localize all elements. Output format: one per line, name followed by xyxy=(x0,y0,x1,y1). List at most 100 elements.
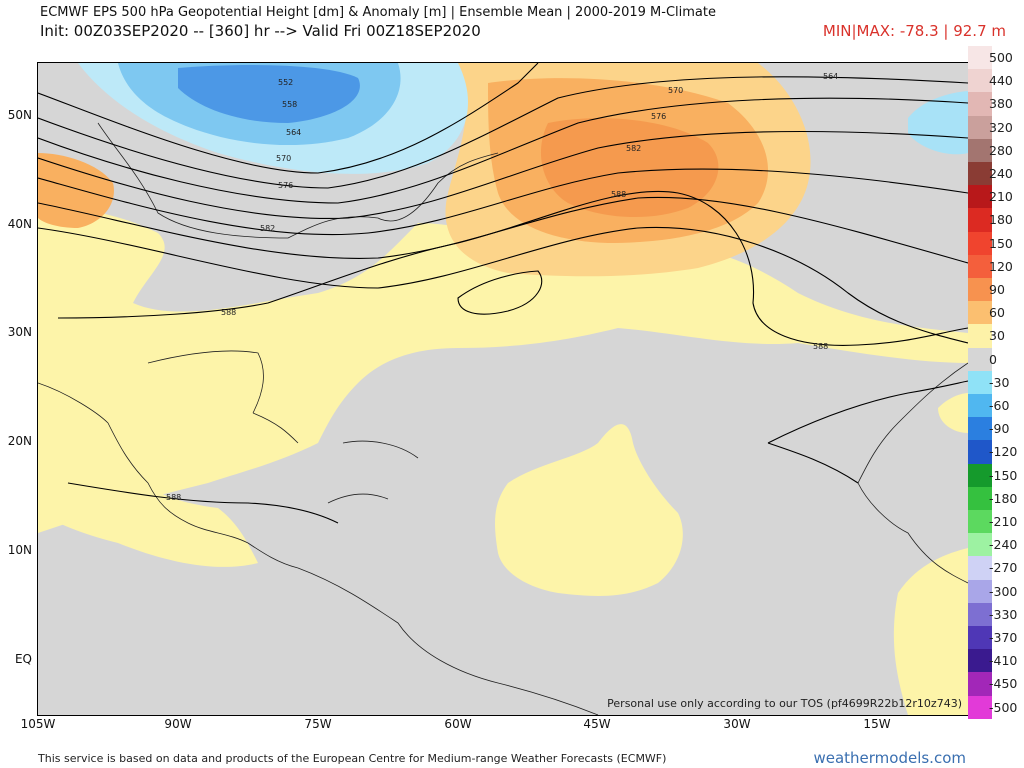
positive-anomaly-mexico xyxy=(38,383,258,567)
colorbar-label: 180 xyxy=(989,212,1013,228)
colorbar-segment xyxy=(968,278,992,302)
colorbar-segment xyxy=(968,486,992,510)
lat-label-30n: 30N xyxy=(7,325,32,339)
colorbar-segment xyxy=(968,649,992,673)
contour-label: 588 xyxy=(813,342,828,351)
colorbar-segment xyxy=(968,254,992,278)
colorbar-segment xyxy=(968,231,992,255)
colorbar-segment xyxy=(968,556,992,580)
lon-label-60w: 60W xyxy=(444,717,472,731)
colorbar-segment xyxy=(968,301,992,325)
contour-label: 576 xyxy=(651,112,666,121)
colorbar-segment xyxy=(968,324,992,348)
colorbar-segment xyxy=(968,46,992,70)
colorbar-segment xyxy=(968,672,992,696)
colorbar-segment xyxy=(968,695,992,719)
contour-label: 582 xyxy=(260,224,275,233)
positive-anomaly-east-africa-small xyxy=(938,393,968,433)
colorbar-label: -210 xyxy=(989,514,1018,529)
colorbar-segment xyxy=(968,185,992,209)
contour-label: 588 xyxy=(611,190,626,199)
colorbar-segment xyxy=(968,347,992,371)
contour-label: 558 xyxy=(282,100,297,109)
init-valid-line: Init: 00Z03SEP2020 -- [360] hr --> Valid… xyxy=(40,22,481,40)
map-canvas: 552 558 564 570 576 582 564 570 576 582 … xyxy=(38,63,968,715)
coastlines xyxy=(38,122,968,715)
colorbar-segment xyxy=(968,69,992,93)
contour-label: 576 xyxy=(278,181,293,190)
colorbar-segment xyxy=(968,162,992,186)
colorbar-segment xyxy=(968,370,992,394)
contour-label: 570 xyxy=(668,86,683,95)
colorbar-label: 500 xyxy=(989,50,1013,65)
contour-label: 564 xyxy=(286,128,301,137)
lat-label-50n: 50N xyxy=(7,108,32,122)
positive-anomaly-west-africa xyxy=(893,548,968,715)
contour-label: 588 xyxy=(221,308,236,317)
contour-label: 588 xyxy=(166,493,181,502)
colorbar-segment xyxy=(968,394,992,418)
lat-label-eq: EQ xyxy=(14,652,32,666)
colorbar-label: 150 xyxy=(989,235,1013,251)
colorbar-label: -450 xyxy=(989,676,1018,692)
lon-label-45w: 45W xyxy=(583,717,611,731)
tos-notice: Personal use only according to our TOS (… xyxy=(607,697,962,710)
colorbar-label: -370 xyxy=(989,630,1018,645)
positive-anomaly-rockies xyxy=(38,153,114,228)
colorbar-label: 0 xyxy=(989,351,997,367)
colorbar-label: 280 xyxy=(989,142,1013,158)
min-max-readout: MIN|MAX: -78.3 | 92.7 m xyxy=(822,22,1006,40)
colorbar-label: -60 xyxy=(989,398,1010,413)
colorbar-segment xyxy=(968,115,992,139)
colorbar-label: 120 xyxy=(989,258,1013,274)
lat-label-10n: 10N xyxy=(7,543,32,557)
lat-label-20n: 20N xyxy=(7,434,32,448)
negative-anomaly-northeast xyxy=(908,91,968,155)
positive-anomaly-central-atlantic xyxy=(495,424,683,596)
contour-label: 564 xyxy=(823,72,838,81)
lat-label-40n: 40N xyxy=(7,217,32,231)
colorbar-segment xyxy=(968,626,992,650)
lon-label-15w: 15W xyxy=(863,717,891,731)
colorbar-label: 440 xyxy=(989,73,1013,89)
contour-label: 552 xyxy=(278,78,293,87)
positive-anomaly-region-west xyxy=(38,209,968,533)
colorbar-segment xyxy=(968,579,992,603)
colorbar-segment xyxy=(968,533,992,557)
colorbar-label: -240 xyxy=(989,537,1018,553)
brand-link[interactable]: weathermodels.com xyxy=(813,749,966,767)
colorbar-label: -270 xyxy=(989,560,1018,576)
lon-label-105w: 105W xyxy=(20,717,56,731)
colorbar-segment xyxy=(968,463,992,487)
map-panel: 552 558 564 570 576 582 564 570 576 582 … xyxy=(37,62,969,716)
colorbar-label: 240 xyxy=(989,166,1013,181)
colorbar-label: 60 xyxy=(989,305,1005,321)
colorbar-label: 210 xyxy=(989,189,1013,205)
lon-label-90w: 90W xyxy=(164,717,192,731)
chart-title: ECMWF EPS 500 hPa Geopotential Height [d… xyxy=(40,5,716,20)
height-contours xyxy=(38,63,968,524)
attribution-text: This service is based on data and produc… xyxy=(38,752,667,765)
lon-label-75w: 75W xyxy=(304,717,332,731)
colorbar-label: -180 xyxy=(989,490,1018,506)
contour-label: 570 xyxy=(276,154,291,163)
colorbar-label: -30 xyxy=(989,374,1010,390)
colorbar-label: -150 xyxy=(989,467,1018,483)
colorbar-label: 320 xyxy=(989,119,1013,135)
colorbar-label: -90 xyxy=(989,421,1010,437)
colorbar-segment xyxy=(968,510,992,534)
colorbar-segment xyxy=(968,417,992,441)
colorbar-label: -300 xyxy=(989,583,1018,599)
negative-anomaly-deep xyxy=(178,65,360,123)
contour-label: 582 xyxy=(626,144,641,153)
colorbar-label: -500 xyxy=(989,699,1018,715)
colorbar-label: 380 xyxy=(989,96,1013,112)
colorbar-label: -410 xyxy=(989,653,1018,669)
colorbar-label: 30 xyxy=(989,328,1005,344)
colorbar-segment xyxy=(968,440,992,464)
colorbar-label: -330 xyxy=(989,606,1018,622)
colorbar-segment xyxy=(968,602,992,626)
colorbar-segment xyxy=(968,208,992,232)
colorbar-segment xyxy=(968,92,992,116)
colorbar-label: 90 xyxy=(989,282,1005,297)
